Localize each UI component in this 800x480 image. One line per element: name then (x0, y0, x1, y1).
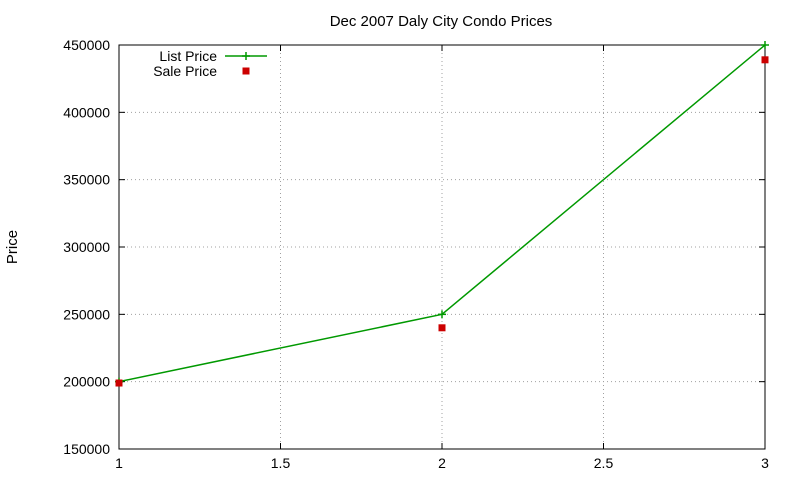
legend-label: Sale Price (153, 63, 217, 79)
y-tick-label: 250000 (63, 306, 110, 322)
sale-price-point (115, 379, 123, 387)
list-price-point (438, 310, 446, 319)
x-tick-label: 1.5 (271, 455, 291, 471)
chart-title: Dec 2007 Daly City Condo Prices (330, 13, 553, 30)
legend-square-swatch (242, 67, 250, 75)
y-tick-label: 150000 (63, 441, 110, 457)
y-tick-label: 350000 (63, 172, 110, 188)
y-tick-label: 400000 (63, 104, 110, 120)
legend-plus-swatch (242, 52, 250, 60)
y-axis-label: Price (4, 230, 21, 264)
axes: 1 1.5 2 2.5 3 150000 200000 250000 300000 350000 4… (63, 37, 769, 471)
sale-price-point (438, 324, 446, 332)
x-tick-label: 3 (761, 455, 769, 471)
x-tick-label: 2.5 (594, 455, 614, 471)
x-tick-label: 1 (115, 455, 123, 471)
series-1 (115, 56, 769, 387)
y-tick-label: 200000 (63, 374, 110, 390)
y-tick-label: 300000 (63, 239, 110, 255)
legend-label: List Price (159, 48, 217, 64)
grid (119, 45, 765, 449)
list-price-point (761, 41, 769, 49)
series (115, 41, 769, 387)
sale-price-point (761, 56, 769, 64)
y-tick-label: 450000 (63, 37, 110, 53)
x-tick-label: 2 (438, 455, 446, 471)
